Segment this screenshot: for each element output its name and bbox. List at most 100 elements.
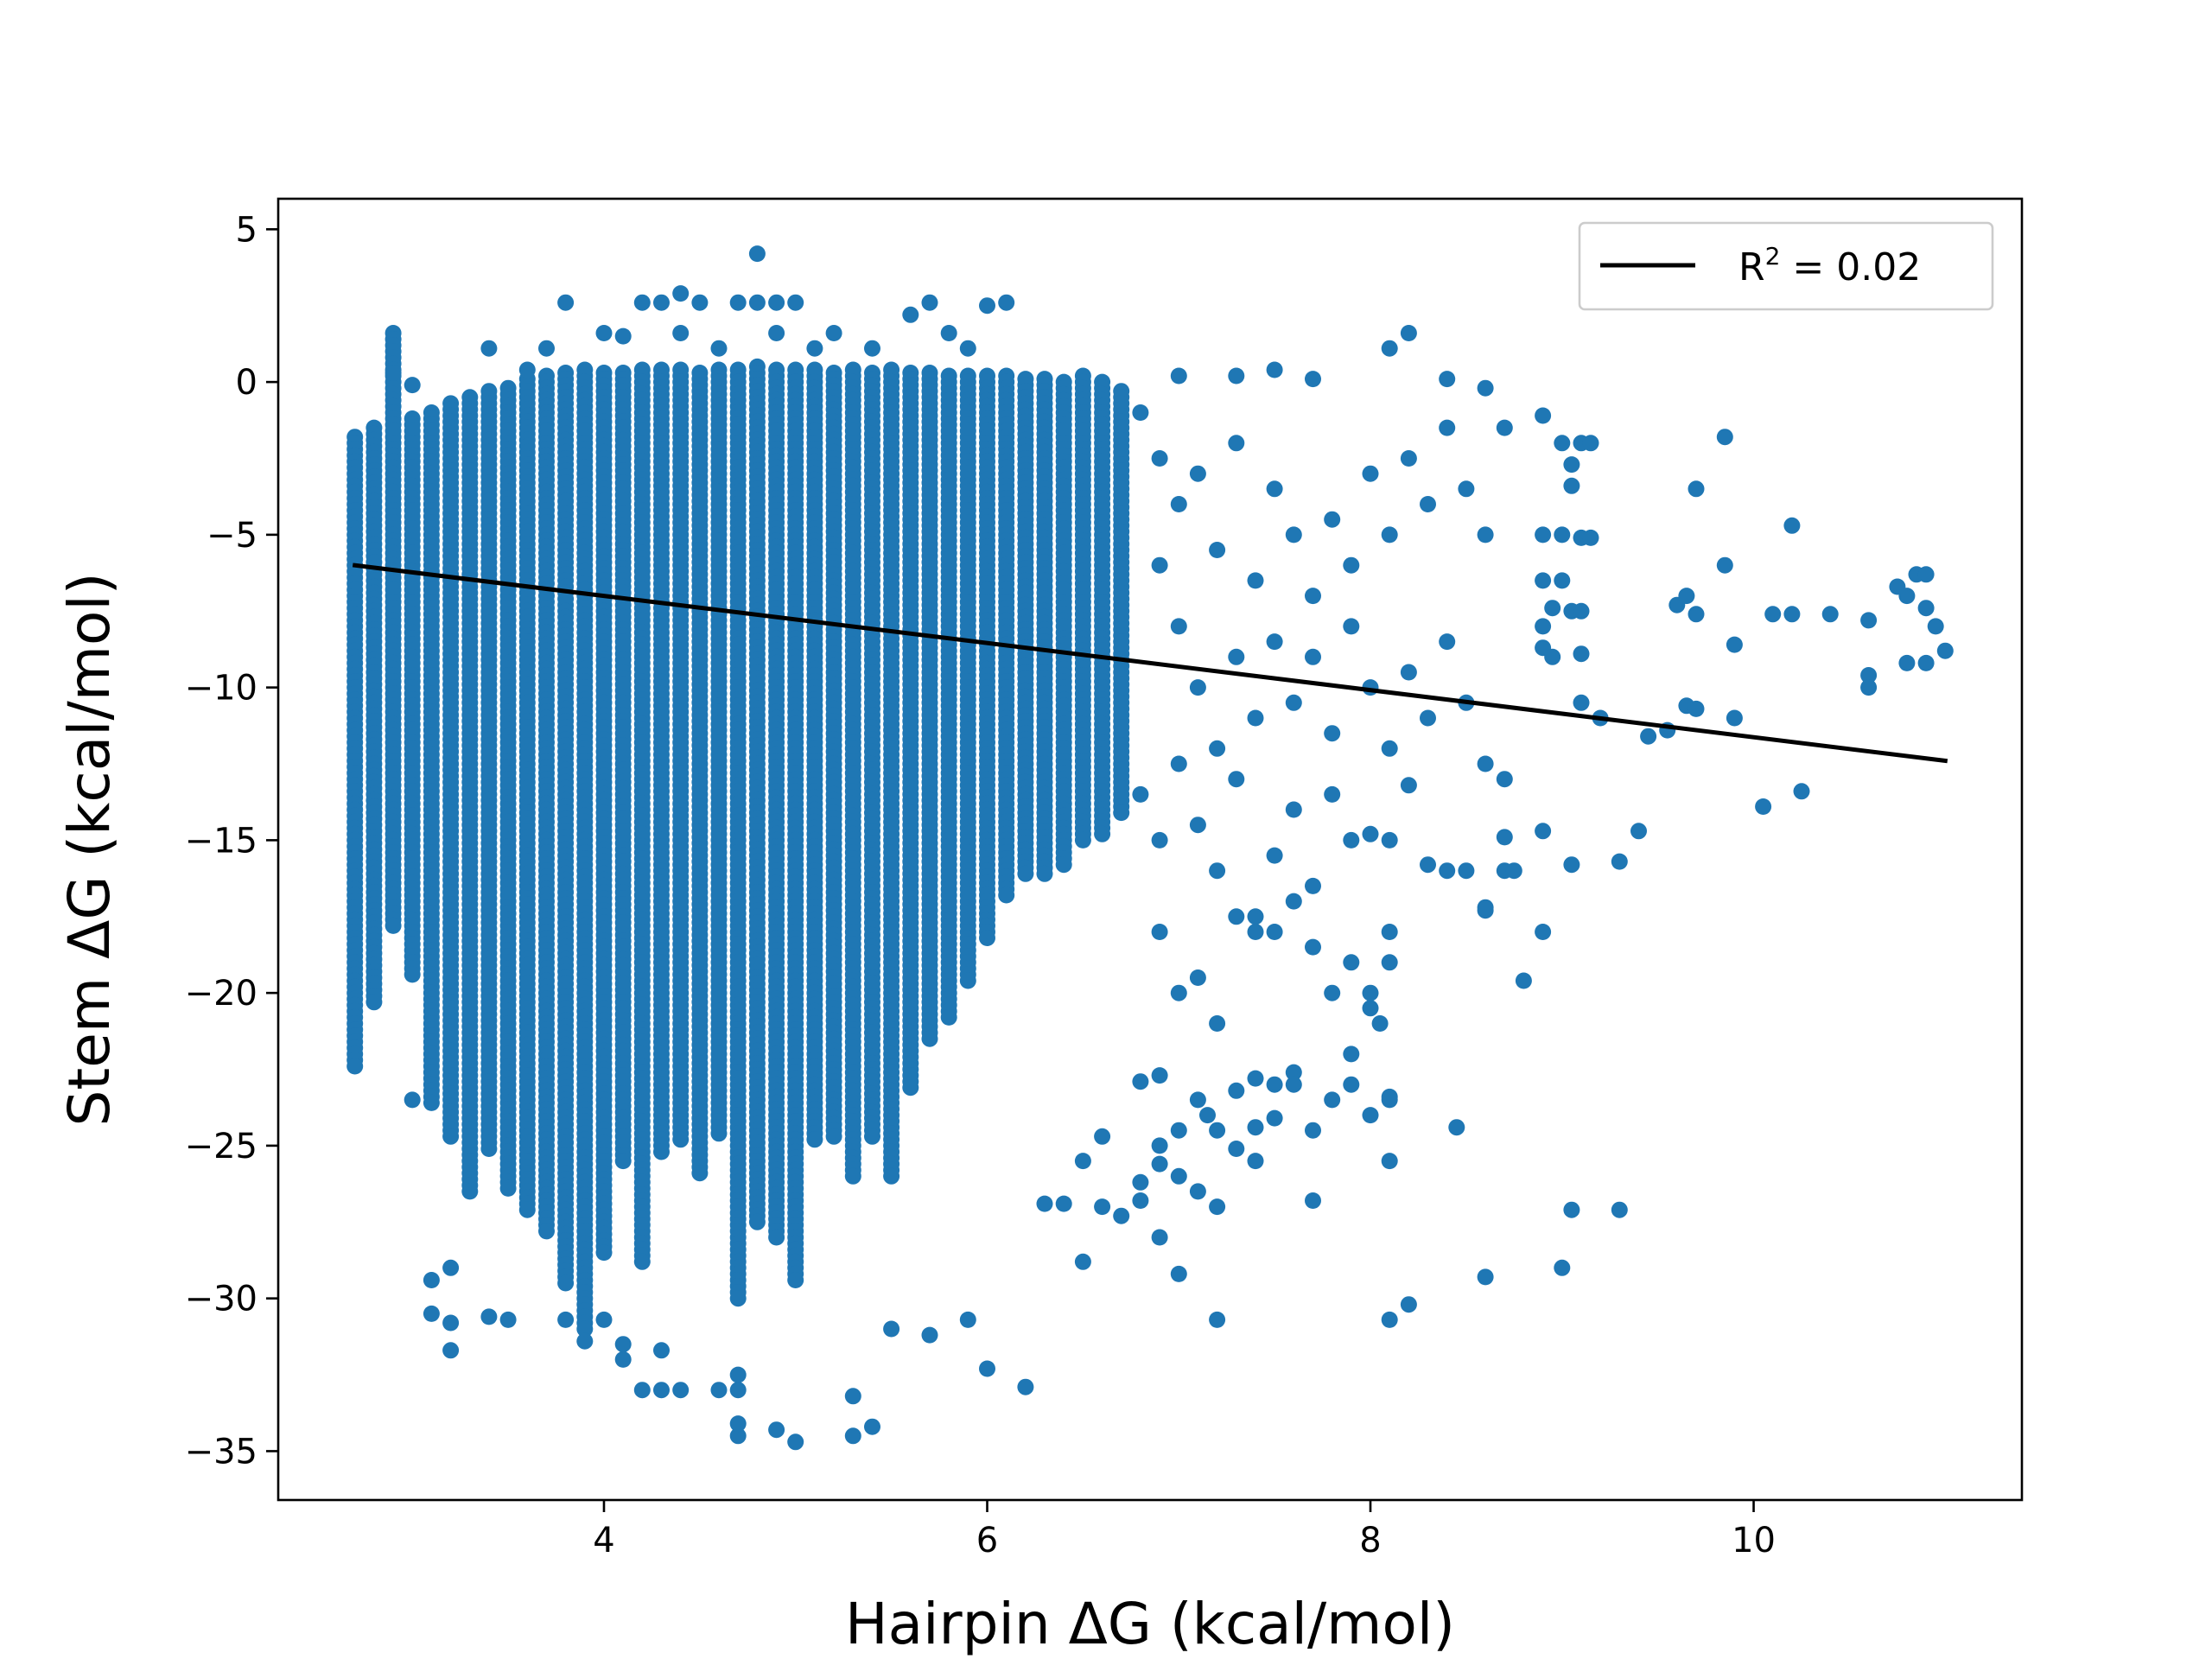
data-point xyxy=(633,294,651,311)
data-point xyxy=(691,294,709,311)
data-point xyxy=(768,325,785,341)
data-point xyxy=(1209,862,1226,880)
data-point xyxy=(1151,1137,1168,1154)
data-point xyxy=(1343,831,1360,849)
data-point xyxy=(1266,480,1283,498)
data-point xyxy=(672,325,690,341)
data-point xyxy=(1324,1091,1341,1109)
data-point xyxy=(1563,856,1580,874)
data-point xyxy=(1170,367,1187,385)
data-point xyxy=(806,340,823,357)
data-point xyxy=(1151,831,1168,849)
data-point xyxy=(959,340,976,357)
data-point xyxy=(959,1311,976,1328)
data-point xyxy=(1209,1015,1226,1032)
data-point xyxy=(710,340,728,357)
data-point xyxy=(1228,771,1245,788)
data-point xyxy=(1535,823,1552,840)
data-point xyxy=(1094,1198,1111,1216)
data-point xyxy=(1170,984,1187,1001)
data-point xyxy=(595,325,613,341)
data-point xyxy=(768,294,785,311)
data-point xyxy=(614,1153,632,1170)
data-point xyxy=(940,325,957,341)
data-point xyxy=(365,994,383,1011)
data-points xyxy=(346,245,1954,1451)
data-point xyxy=(1343,556,1360,574)
data-point xyxy=(1266,924,1283,940)
data-point xyxy=(1477,379,1494,397)
data-point xyxy=(1228,1082,1245,1099)
data-point xyxy=(1381,1088,1398,1105)
data-point xyxy=(1343,618,1360,635)
data-point xyxy=(1036,865,1053,882)
data-point xyxy=(1420,709,1436,727)
data-point xyxy=(1189,1183,1206,1200)
data-point xyxy=(1209,542,1226,558)
data-point xyxy=(1055,856,1072,874)
data-point xyxy=(1074,1253,1091,1270)
data-point xyxy=(653,1143,670,1160)
data-point xyxy=(480,340,498,357)
data-point xyxy=(518,361,536,378)
data-point xyxy=(1132,1192,1149,1209)
data-point xyxy=(1305,371,1321,388)
data-point xyxy=(1285,801,1302,818)
data-point xyxy=(1247,572,1264,589)
data-point xyxy=(921,1326,938,1344)
data-point xyxy=(1189,465,1206,482)
data-point xyxy=(633,1253,651,1270)
data-point xyxy=(538,340,555,357)
data-point xyxy=(1266,633,1283,651)
data-point xyxy=(787,294,804,311)
data-point xyxy=(825,325,842,341)
data-point xyxy=(385,917,402,934)
data-point xyxy=(404,377,421,394)
data-point xyxy=(1074,1153,1091,1170)
data-point xyxy=(1189,969,1206,986)
data-point xyxy=(748,245,766,263)
data-point xyxy=(1400,664,1417,681)
data-point xyxy=(518,1201,536,1218)
data-point xyxy=(1151,556,1168,574)
data-point xyxy=(595,1244,613,1262)
data-point xyxy=(1247,1070,1264,1087)
data-point xyxy=(1305,1122,1321,1139)
data-point xyxy=(1439,633,1456,651)
data-point xyxy=(1209,1122,1226,1139)
data-point xyxy=(538,1223,555,1240)
data-point xyxy=(1420,856,1436,874)
data-point xyxy=(1151,450,1168,467)
data-point xyxy=(998,294,1015,311)
data-point xyxy=(1113,804,1130,822)
data-point xyxy=(1151,1067,1168,1084)
data-point xyxy=(1381,1311,1398,1328)
data-point xyxy=(844,1167,861,1185)
data-point xyxy=(1381,1153,1398,1170)
data-point xyxy=(921,294,938,311)
data-point xyxy=(768,1229,785,1246)
data-point xyxy=(672,1131,690,1148)
data-point xyxy=(729,294,747,311)
data-point xyxy=(1611,1201,1628,1218)
data-point xyxy=(1285,526,1302,543)
data-point xyxy=(959,972,976,989)
data-point xyxy=(1305,588,1321,605)
data-point xyxy=(385,365,402,381)
data-point xyxy=(1439,371,1456,388)
data-point xyxy=(557,1274,575,1292)
data-point xyxy=(1228,367,1245,385)
data-point xyxy=(1305,877,1321,894)
data-point xyxy=(748,1213,766,1230)
data-point xyxy=(1228,908,1245,925)
data-point xyxy=(1439,862,1456,880)
data-point xyxy=(1381,740,1398,757)
data-point xyxy=(1209,740,1226,757)
data-point xyxy=(998,887,1015,904)
data-point xyxy=(1496,771,1513,788)
data-point xyxy=(1400,325,1417,341)
data-point xyxy=(1477,755,1494,772)
data-point xyxy=(1400,777,1417,794)
data-point xyxy=(614,327,632,345)
